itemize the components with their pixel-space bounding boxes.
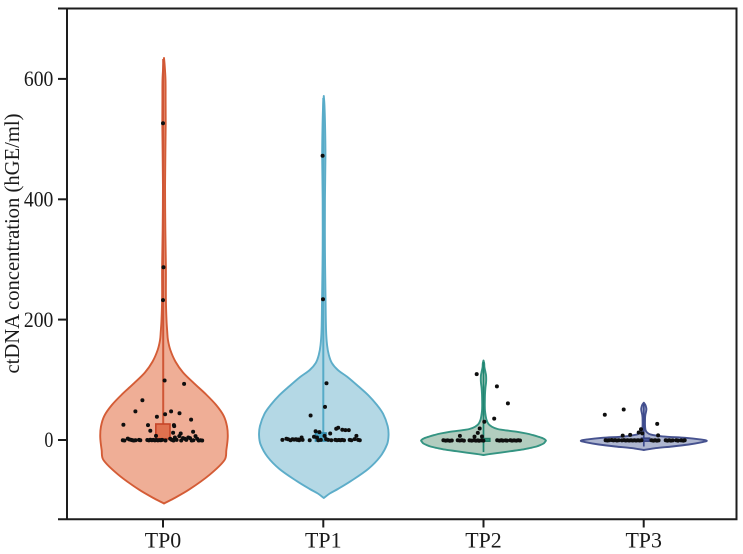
svg-text:TP3: TP3 (625, 528, 662, 553)
svg-text:TP0: TP0 (145, 528, 182, 553)
svg-text:TP1: TP1 (305, 528, 342, 553)
svg-text:TP2: TP2 (465, 528, 502, 553)
svg-text:400: 400 (24, 187, 54, 212)
svg-text:600: 600 (24, 66, 54, 91)
svg-text:200: 200 (24, 307, 54, 332)
svg-text:0: 0 (44, 427, 53, 452)
svg-text:ctDNA concentration (hGE/ml): ctDNA concentration (hGE/ml) (0, 114, 24, 374)
